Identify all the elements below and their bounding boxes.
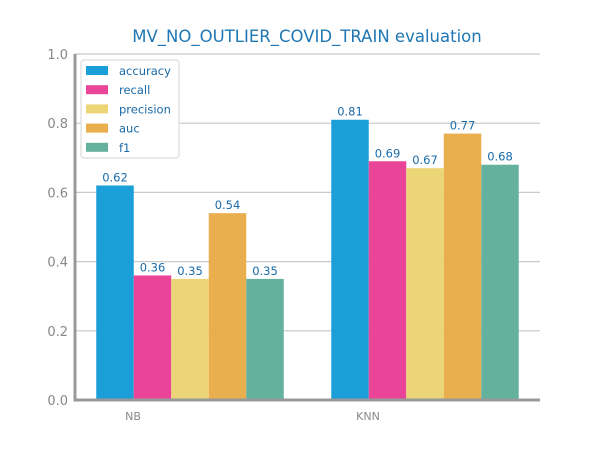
bar-recall-nb [133, 275, 172, 400]
bar-auc-knn [443, 133, 482, 400]
data-label: 0.62 [102, 170, 128, 184]
bars: 0.62 0.81 0.36 0.69 0.35 0.67 0.54 0.77 0.35 0.68 [96, 105, 519, 401]
bar-f1-nb [246, 278, 284, 400]
legend-swatch-f1 [86, 142, 108, 152]
legend-label-recall: recall [119, 83, 150, 97]
legend-swatch-recall [86, 85, 108, 95]
data-label: 0.67 [412, 153, 438, 167]
legend-swatch-accuracy [86, 66, 108, 75]
legend-box [80, 59, 180, 159]
axes: 0.0 0.2 0.4 0.6 0.8 1.0 NB KNN [47, 48, 540, 423]
y-tick-label: 0.2 [47, 325, 68, 340]
legend-label-accuracy: accuracy [119, 64, 171, 78]
bar-f1-knn [481, 164, 519, 400]
data-label: 0.77 [450, 119, 476, 133]
bar-recall-knn [368, 161, 407, 400]
data-label: 0.36 [140, 260, 166, 274]
data-label: 0.81 [337, 105, 363, 119]
data-label: 0.68 [487, 150, 513, 164]
bar-accuracy-nb [96, 185, 134, 400]
y-tick-label: 0.0 [47, 394, 68, 409]
legend-swatch-auc [86, 123, 108, 133]
bar-auc-nb [208, 213, 247, 400]
data-label: 0.54 [215, 198, 241, 212]
y-tick-label: 0.8 [47, 117, 68, 132]
legend-swatch-precision [86, 104, 108, 114]
y-tick-label: 0.4 [47, 256, 68, 271]
y-tick-label: 0.6 [47, 186, 68, 201]
x-tick-label: KNN [356, 410, 380, 423]
data-label: 0.35 [252, 264, 278, 278]
legend-label-f1: f1 [119, 141, 130, 155]
data-label: 0.69 [375, 146, 401, 160]
bar-precision-nb [171, 278, 209, 400]
chart-title: MV_NO_OUTLIER_COVID_TRAIN evaluation [132, 27, 481, 47]
x-tick-label: NB [125, 410, 141, 423]
bar-precision-knn [406, 168, 444, 400]
legend-label-auc: auc [119, 122, 140, 136]
bar-accuracy-knn [331, 119, 369, 401]
y-tick-label: 1.0 [47, 48, 68, 63]
legend: accuracy recall precision auc f1 [80, 59, 180, 159]
legend-label-precision: precision [119, 102, 171, 116]
data-label: 0.35 [177, 264, 203, 278]
